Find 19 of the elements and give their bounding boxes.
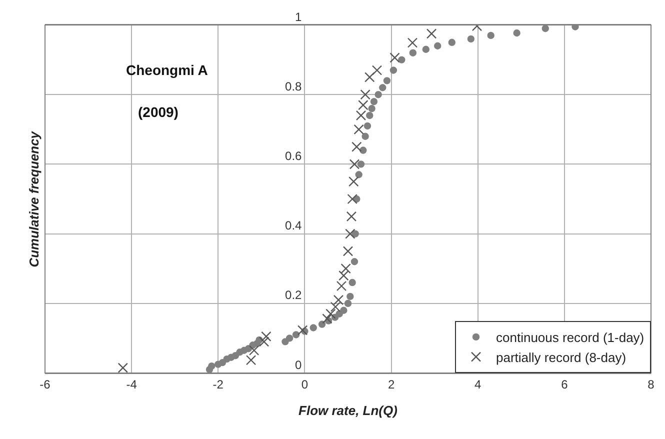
y-tick-label: 1 bbox=[295, 10, 302, 24]
y-axis-title: Cumulative frequency bbox=[26, 130, 42, 268]
y-tick-label: 0.8 bbox=[285, 79, 302, 94]
x-axis-title: Flow rate, Ln(Q) bbox=[298, 403, 398, 418]
annotation: (2009) bbox=[138, 104, 178, 120]
y-tick-label: 0.2 bbox=[285, 288, 302, 302]
annotation: Cheongmi A bbox=[126, 62, 208, 78]
x-tick-label: 2 bbox=[388, 377, 395, 392]
x-tick-label: -6 bbox=[40, 377, 51, 392]
y-tick-label: 0 bbox=[295, 358, 302, 372]
x-tick-label: 6 bbox=[561, 377, 568, 392]
x-tick-label: 4 bbox=[474, 377, 482, 392]
y-tick-label: 0.4 bbox=[285, 218, 302, 233]
x-tick-label: -4 bbox=[126, 377, 138, 392]
legend-label: continuous record (1-day) bbox=[496, 330, 644, 346]
x-tick-label: 8 bbox=[648, 377, 655, 392]
y-tick-label: 0.6 bbox=[285, 149, 302, 163]
legend-label: partially record (8-day) bbox=[496, 350, 626, 365]
x-tick-label: -2 bbox=[212, 377, 224, 392]
